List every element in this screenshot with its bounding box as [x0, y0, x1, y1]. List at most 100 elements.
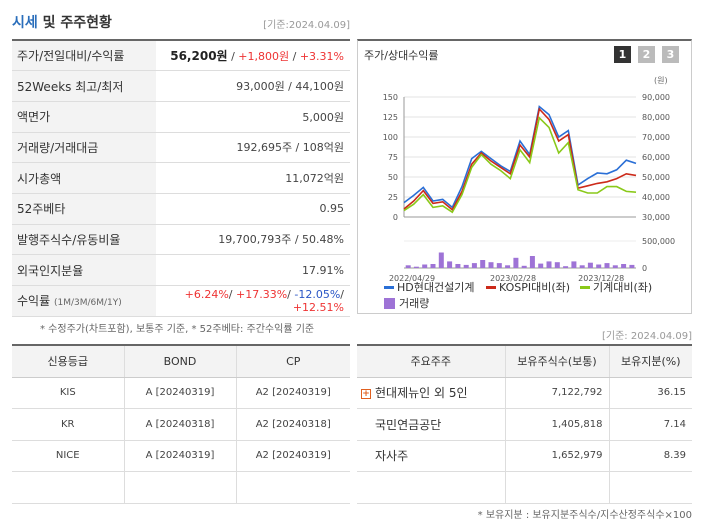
col-header: 보유주식수(보통) — [505, 345, 610, 378]
volume-bar — [538, 263, 544, 268]
holder-shares: 1,652,979 — [505, 440, 610, 472]
x-tick-label: 2023/12/28 — [578, 274, 624, 283]
row-label: 액면가 — [12, 101, 156, 133]
legend-hd: HD현대건설기계 — [384, 279, 474, 295]
table-row: KIS A [20240319] A2 [20240319] — [12, 377, 350, 409]
table-cell: KIS — [12, 377, 125, 409]
col-header: 보유지분(%) — [609, 345, 692, 378]
price-chart: (원) 150 125 100 75 50 25 0 90,000 80,000 70,000 60,… — [383, 76, 675, 283]
table-cell — [357, 471, 506, 504]
volume-bar — [621, 264, 627, 268]
table-row: 52주베타 0.95 — [12, 193, 350, 225]
right-tick-label: 90,000 — [642, 93, 670, 102]
table-row: 발행주식수/유동비율 19,700,793주 / 50.48% — [12, 224, 350, 256]
series-line-0 — [403, 105, 637, 209]
volume-bar — [513, 257, 519, 268]
volume-bar — [596, 264, 602, 268]
page-3-button[interactable]: 3 — [662, 46, 679, 63]
row-value: 17.91% — [156, 254, 350, 286]
x-tick-label: 2023/02/28 — [490, 274, 536, 283]
right-tick-label: 80,000 — [642, 113, 670, 122]
chart-title: 주가/상대수익률 — [364, 49, 439, 62]
volume-bar — [587, 262, 593, 268]
legend-machine: 기계대비(좌) — [580, 279, 652, 295]
legend-kospi-swatch — [486, 285, 496, 289]
table-row: + 현대제뉴인 외 5인 7,122,792 36.15 — [357, 377, 692, 409]
table-cell — [124, 471, 237, 504]
table-cell — [505, 471, 610, 504]
left-tick-label: 25 — [388, 193, 398, 202]
table-cell: A [20240319] — [124, 440, 237, 472]
table-row: KR A [20240318] A2 [20240318] — [12, 408, 350, 441]
table-cell: A2 [20240318] — [236, 408, 350, 441]
table-cell: A2 [20240319] — [236, 377, 350, 409]
volume-bar — [505, 265, 511, 268]
left-tick-label: 50 — [388, 173, 398, 182]
legend-volume-swatch — [384, 297, 395, 309]
holder-name: 국민연금공단 — [357, 408, 506, 441]
holder-shares: 1,405,818 — [505, 408, 610, 441]
volume-bar — [480, 260, 486, 268]
row-value: 19,700,793주 / 50.48% — [156, 224, 350, 256]
legend-volume: 거래량 — [384, 295, 429, 311]
left-tick-label: 100 — [383, 133, 398, 142]
table-cell: A2 [20240319] — [236, 440, 350, 472]
holder-name: 자사주 — [357, 440, 506, 472]
table-row — [357, 471, 692, 504]
volume-bar — [521, 265, 527, 268]
volume-bar — [529, 256, 535, 268]
table-row: 주가/전일대비/수익률 56,200원 / +1,800원 / +3.31% — [12, 40, 350, 72]
volume-bar — [413, 266, 419, 268]
row-label: 52주베타 — [12, 193, 156, 225]
table-cell — [236, 471, 350, 504]
x-tick-label: 2022/04/29 — [389, 274, 435, 283]
volume-bar — [629, 264, 635, 268]
left-tick-label: 75 — [388, 153, 398, 162]
volume-tick-label: 0 — [642, 264, 647, 273]
holder-pct: 7.14 — [609, 408, 692, 441]
price-table: 주가/전일대비/수익률 56,200원 / +1,800원 / +3.31% 5… — [12, 39, 350, 317]
volume-bar — [612, 265, 618, 268]
table-cell — [12, 471, 125, 504]
left-tick-label: 150 — [383, 93, 398, 102]
holder-pct: 8.39 — [609, 440, 692, 472]
table-row: NICE A [20240319] A2 [20240319] — [12, 440, 350, 472]
expand-plus-icon[interactable]: + — [361, 388, 371, 399]
volume-bar — [488, 262, 494, 268]
table-row: 외국인지분율 17.91% — [12, 254, 350, 286]
volume-bar — [438, 252, 444, 268]
left-tick-label: 0 — [393, 213, 398, 222]
col-header: 주요주주 — [357, 345, 506, 378]
volume-tick-label: 500,000 — [642, 237, 675, 246]
page-2-button[interactable]: 2 — [638, 46, 655, 63]
row-label: 시가총액 — [12, 162, 156, 194]
row-value: 93,000원 / 44,100원 — [156, 70, 350, 102]
legend-hd-swatch — [384, 285, 394, 289]
price-footnote: * 수정주가(차트포함), 보통주 기준, * 52주베타: 주간수익률 기준 — [40, 324, 315, 335]
col-header: BOND — [124, 345, 237, 378]
volume-bar — [455, 264, 461, 268]
right-tick-label: 40,000 — [642, 193, 670, 202]
holder-name: + 현대제뉴인 외 5인 — [357, 377, 506, 409]
volume-bar — [546, 261, 552, 268]
row-value: 56,200원 / +1,800원 / +3.31% — [156, 40, 350, 72]
volume-bar — [563, 266, 569, 268]
col-header: CP — [236, 345, 350, 378]
holder-shares: 7,122,792 — [505, 377, 610, 409]
row-value: 5,000원 — [156, 101, 350, 133]
table-row: 시가총액 11,072억원 — [12, 162, 350, 194]
base-date: [기준:2024.04.09] — [263, 20, 350, 31]
volume-bar — [604, 263, 610, 268]
volume-bar — [463, 264, 469, 268]
table-row — [12, 471, 350, 504]
volume-bar — [430, 264, 436, 268]
volume-bar — [422, 264, 428, 268]
row-label: 주가/전일대비/수익률 — [12, 40, 156, 72]
volume-bar — [496, 263, 502, 268]
right-axis-unit: (원) — [654, 76, 668, 85]
row-label: 52Weeks 최고/최저 — [12, 70, 156, 102]
right-tick-label: 60,000 — [642, 153, 670, 162]
table-row: 자사주 1,652,979 8.39 — [357, 440, 692, 472]
page-1-button[interactable]: 1 — [614, 46, 631, 63]
table-cell: A [20240319] — [124, 377, 237, 409]
